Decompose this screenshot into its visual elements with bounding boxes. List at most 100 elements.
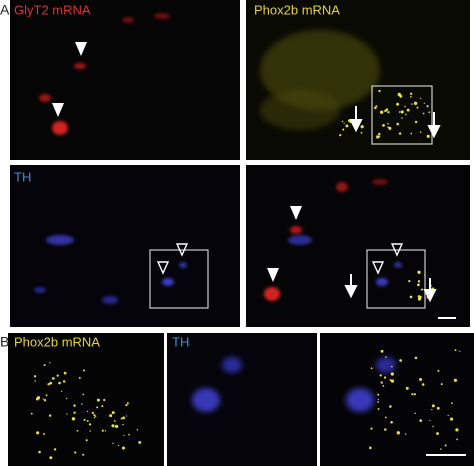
- punctum: [414, 120, 418, 124]
- punctum: [382, 123, 385, 127]
- punctum: [414, 356, 418, 360]
- punctum: [86, 419, 89, 422]
- punctum: [138, 440, 142, 444]
- punctum: [399, 94, 403, 98]
- punctum: [339, 134, 342, 137]
- punctum: [89, 430, 91, 432]
- punctum: [96, 398, 100, 402]
- punctum: [409, 295, 413, 299]
- punctum: [413, 101, 418, 105]
- punctum: [417, 295, 421, 298]
- punctum: [93, 416, 96, 419]
- punctum: [45, 394, 48, 397]
- punctum: [369, 446, 372, 450]
- punctum: [112, 442, 114, 445]
- punctum: [104, 430, 107, 432]
- punctum: [420, 97, 422, 100]
- punctum: [453, 378, 458, 382]
- punctum: [385, 356, 387, 358]
- punctum: [414, 412, 416, 415]
- punctum: [122, 416, 126, 420]
- punctum: [82, 369, 86, 372]
- punctum: [417, 270, 421, 274]
- punctum: [62, 380, 66, 383]
- punctum: [93, 414, 96, 417]
- punctum: [440, 383, 443, 386]
- punctum: [440, 448, 442, 450]
- punctum: [375, 105, 378, 108]
- punctum: [404, 433, 407, 435]
- punctum: [66, 413, 68, 415]
- punctum: [56, 374, 59, 377]
- arrowhead: [52, 42, 302, 282]
- punctum: [125, 415, 127, 417]
- channel-label: TH: [14, 170, 31, 185]
- punctum: [455, 428, 459, 432]
- punctum: [423, 102, 425, 104]
- punctum: [454, 349, 457, 352]
- punctum: [65, 397, 68, 400]
- image-panel: [10, 0, 240, 160]
- punctum: [345, 124, 349, 128]
- fluorescence: [34, 13, 402, 412]
- punctum: [383, 376, 387, 379]
- punctum: [58, 381, 61, 385]
- punctum: [370, 427, 373, 430]
- punctum: [52, 377, 55, 380]
- punctum: [398, 111, 401, 113]
- punctum: [125, 404, 128, 407]
- punctum: [43, 433, 45, 435]
- punctum: [416, 106, 419, 109]
- punctum: [111, 424, 115, 428]
- punctum: [419, 378, 423, 382]
- punctum: [34, 380, 36, 382]
- punctum: [83, 418, 86, 421]
- punctum: [426, 105, 429, 108]
- punctum: [444, 444, 447, 447]
- punctum: [410, 95, 412, 98]
- punctum: [379, 374, 382, 377]
- punctum: [417, 283, 420, 287]
- channel-label: Phox2b mRNA: [14, 335, 100, 350]
- punctum: [401, 117, 403, 119]
- punctum: [411, 393, 414, 396]
- punctum: [417, 297, 422, 301]
- punctum: [387, 111, 390, 114]
- punctum: [36, 396, 41, 400]
- punctum: [382, 385, 385, 387]
- punctum: [398, 132, 402, 135]
- punctum: [396, 102, 400, 106]
- punctum: [94, 415, 97, 418]
- punctum: [437, 369, 440, 372]
- punctum: [47, 383, 50, 386]
- punctum: [419, 131, 422, 133]
- punctum: [85, 439, 88, 442]
- punctum: [384, 428, 387, 431]
- image-panel: [246, 165, 470, 327]
- punctum: [400, 110, 404, 114]
- punctum: [413, 393, 416, 396]
- punctum: [48, 414, 52, 417]
- punctum: [96, 406, 99, 409]
- punctum: [136, 429, 139, 431]
- panel-label: A: [0, 1, 10, 17]
- punctum: [385, 108, 389, 112]
- punctum: [405, 113, 407, 116]
- punctum: [360, 125, 364, 129]
- punctum: [123, 434, 125, 436]
- punctum: [121, 446, 126, 450]
- punctum: [82, 453, 85, 456]
- punctum: [126, 402, 129, 405]
- punctum: [86, 410, 89, 413]
- punctum: [33, 375, 37, 378]
- punctum: [82, 393, 85, 396]
- punctum: [456, 438, 458, 441]
- punctum: [396, 431, 401, 435]
- punctum: [390, 372, 394, 376]
- punctum: [410, 132, 413, 135]
- punctum: [114, 424, 119, 429]
- punctum: [43, 364, 46, 367]
- punctum: [396, 122, 399, 126]
- image-panel: [320, 333, 474, 466]
- punctum: [370, 367, 373, 370]
